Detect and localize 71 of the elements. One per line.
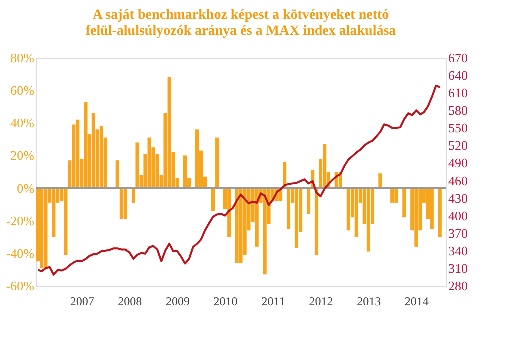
y2-tick-label: 520: [448, 138, 468, 154]
bar: [402, 188, 406, 218]
bar: [430, 188, 434, 229]
bar: [216, 138, 220, 188]
bar: [44, 188, 48, 268]
bar: [263, 188, 267, 275]
y-tick-label: 40%: [10, 116, 35, 131]
y2-tick-label: 430: [448, 190, 468, 206]
bar: [84, 102, 88, 188]
bar: [294, 188, 299, 249]
bar: [120, 188, 124, 220]
y2-tick-label: 280: [448, 278, 468, 294]
bar: [100, 126, 104, 188]
y2-tick-label: 670: [448, 50, 468, 66]
bar: [378, 174, 382, 188]
x-tick-label: 2011: [262, 294, 286, 308]
x-tick-label: 2013: [357, 294, 382, 308]
bar: [64, 188, 68, 256]
x-tick-label: 2012: [309, 294, 334, 308]
bar: [366, 188, 370, 252]
bar: [414, 188, 418, 247]
y2-tick-label: 550: [448, 120, 468, 136]
bar: [124, 188, 128, 220]
bar: [76, 120, 80, 188]
bar: [183, 156, 188, 188]
bar: [132, 188, 136, 203]
bar: [211, 188, 216, 212]
bar: [52, 188, 56, 238]
bar: [390, 188, 394, 203]
y2-tick-label: 370: [448, 226, 468, 241]
x-tick-label: 2010: [214, 294, 238, 308]
x-tick-label: 2009: [166, 294, 190, 308]
bar: [354, 188, 358, 238]
y-tick-label: 0%: [17, 180, 35, 196]
bar: [255, 188, 259, 247]
y-tick-label: 60%: [10, 83, 35, 98]
y2-tick-label: 460: [448, 173, 468, 188]
y2-tick-label: 340: [448, 243, 468, 258]
line-series: [37, 85, 442, 276]
bar: [136, 142, 140, 188]
y2-tick-label: 610: [448, 86, 468, 101]
y-tick-label: 20%: [10, 148, 35, 164]
bar: [168, 78, 172, 188]
bar: [346, 188, 350, 231]
bar: [92, 113, 96, 188]
bar: [196, 130, 200, 188]
x-tick-label: 2014: [404, 294, 429, 308]
bar: [228, 188, 232, 238]
bar: [394, 188, 398, 203]
bar: [323, 144, 327, 188]
bar: [239, 188, 243, 264]
y-tick-label: 80%: [10, 50, 35, 66]
bar: [438, 188, 442, 238]
bar: [306, 188, 311, 214]
y2-tick-label: 640: [448, 68, 468, 84]
x-tick-label: 2007: [70, 294, 94, 308]
bar: [148, 138, 152, 188]
y-tick-label: -20%: [6, 213, 35, 228]
bar: [116, 160, 120, 188]
chart-title: A saját benchmarkhoz képest a kötvényeket nettó felül-alulsúlyozók aránya és a MAX index alakulása: [86, 8, 396, 39]
y2-tick-label: 310: [448, 260, 468, 276]
y2-tick-label: 400: [448, 208, 468, 224]
x-tick-label: 2008: [118, 294, 142, 308]
bar: [235, 188, 239, 264]
y2-tick-label: 580: [448, 103, 468, 118]
y-tick-label: -40%: [6, 246, 35, 261]
bar: [40, 188, 44, 268]
y-tick-label: -60%: [6, 278, 35, 294]
y2-tick-label: 490: [448, 156, 468, 171]
bar: [286, 188, 291, 229]
bar: [314, 188, 319, 256]
